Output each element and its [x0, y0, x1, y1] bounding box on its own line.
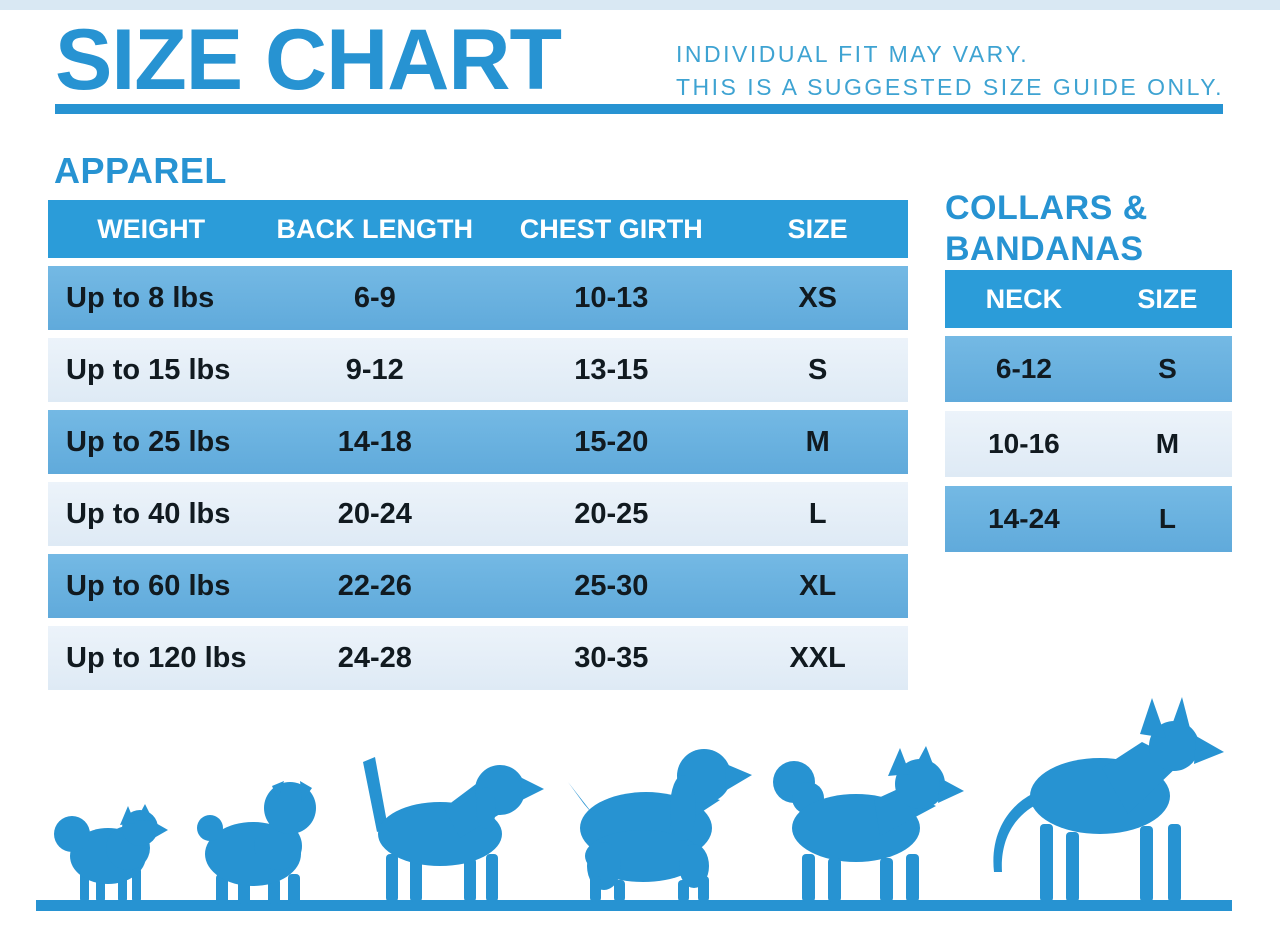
table-row: Up to 25 lbs 14-18 15-20 M: [48, 410, 908, 474]
table-cell: 30-35: [574, 641, 649, 674]
table-cell: Up to 25 lbs: [66, 425, 231, 458]
table-cell: 20-24: [337, 497, 412, 530]
table-cell: XS: [798, 281, 838, 314]
apparel-table: WEIGHT BACK LENGTH CHEST GIRTH SIZE Up t…: [48, 200, 908, 698]
dog-silhouette-pomeranian: [54, 804, 168, 902]
apparel-table-body: Up to 8 lbs 6-9 10-13 XS Up to 15 lbs 9-12 13-…: [48, 266, 908, 690]
table-row: 6-12 S: [945, 336, 1232, 402]
table-cell: 6-12: [995, 353, 1052, 384]
table-row: 14-24 L: [945, 486, 1232, 552]
apparel-heading: APPAREL: [54, 150, 227, 191]
column-header-weight: WEIGHT: [97, 213, 206, 244]
page-top-border: [0, 0, 1280, 10]
table-cell: XXL: [789, 641, 846, 674]
table-cell: 14-18: [337, 425, 412, 458]
table-cell: 13-15: [574, 353, 649, 386]
table-row: Up to 15 lbs 9-12 13-15 S: [48, 338, 908, 402]
table-cell: S: [1158, 353, 1177, 384]
table-row: Up to 8 lbs 6-9 10-13 XS: [48, 266, 908, 330]
column-header-collar-size: SIZE: [1137, 283, 1198, 314]
table-cell: 15-20: [574, 425, 649, 458]
collars-table-header: NECK SIZE: [945, 270, 1232, 328]
table-cell: Up to 40 lbs: [66, 497, 231, 530]
table-row: Up to 60 lbs 22-26 25-30 XL: [48, 554, 908, 618]
ground-line: [36, 900, 1232, 911]
dog-silhouette-beagle: [363, 757, 544, 902]
collars-table: NECK SIZE 6-12 S 10-16 M 14-24 L: [945, 270, 1232, 561]
table-cell: 10-13: [574, 281, 649, 314]
table-cell: Up to 120 lbs: [66, 641, 247, 674]
table-cell: 9-12: [345, 353, 404, 386]
column-header-back-length: BACK LENGTH: [276, 213, 474, 244]
dog-silhouette-husky: [773, 746, 964, 902]
apparel-table-header: WEIGHT BACK LENGTH CHEST GIRTH SIZE: [48, 200, 908, 258]
column-header-neck: NECK: [985, 283, 1063, 314]
table-cell: L: [1158, 503, 1176, 534]
table-cell: 24-28: [337, 641, 412, 674]
table-cell: 14-24: [988, 503, 1060, 534]
table-cell: M: [1155, 428, 1180, 459]
column-header-size: SIZE: [787, 213, 848, 244]
dog-silhouette-great-dane: [993, 697, 1224, 902]
table-row: 10-16 M: [945, 411, 1232, 477]
table-cell: XL: [799, 569, 837, 602]
collars-heading-line-1: COLLARS &: [945, 189, 1148, 227]
table-cell: 20-25: [574, 497, 649, 530]
table-cell: 10-16: [988, 428, 1060, 459]
collars-heading: COLLARS & BANDANAS: [945, 188, 1148, 270]
dog-size-illustration: [36, 697, 1232, 911]
table-cell: 22-26: [337, 569, 412, 602]
table-cell: S: [808, 353, 828, 386]
table-cell: L: [808, 497, 827, 530]
column-header-chest-girth: CHEST GIRTH: [519, 213, 703, 244]
table-cell: 25-30: [574, 569, 649, 602]
disclaimer-text: INDIVIDUAL FIT MAY VARY. THIS IS A SUGGE…: [676, 38, 1224, 104]
disclaimer-line-2: THIS IS A SUGGESTED SIZE GUIDE ONLY.: [676, 74, 1224, 100]
table-row: Up to 40 lbs 20-24 20-25 L: [48, 482, 908, 546]
collars-heading-line-2: BANDANAS: [945, 230, 1144, 268]
collars-table-body: 6-12 S 10-16 M 14-24 L: [945, 336, 1232, 552]
table-cell: Up to 15 lbs: [66, 353, 231, 386]
dog-silhouette-cocker-spaniel: [568, 749, 752, 902]
title-underline: [55, 104, 1223, 114]
table-cell: 6-9: [353, 281, 396, 314]
table-cell: Up to 8 lbs: [66, 281, 215, 314]
table-cell: Up to 60 lbs: [66, 569, 231, 602]
dog-silhouette-pug: [197, 781, 316, 904]
table-row: Up to 120 lbs 24-28 30-35 XXL: [48, 626, 908, 690]
table-cell: M: [805, 425, 830, 458]
page-title: SIZE CHART: [55, 12, 562, 108]
disclaimer-line-1: INDIVIDUAL FIT MAY VARY.: [676, 41, 1030, 67]
